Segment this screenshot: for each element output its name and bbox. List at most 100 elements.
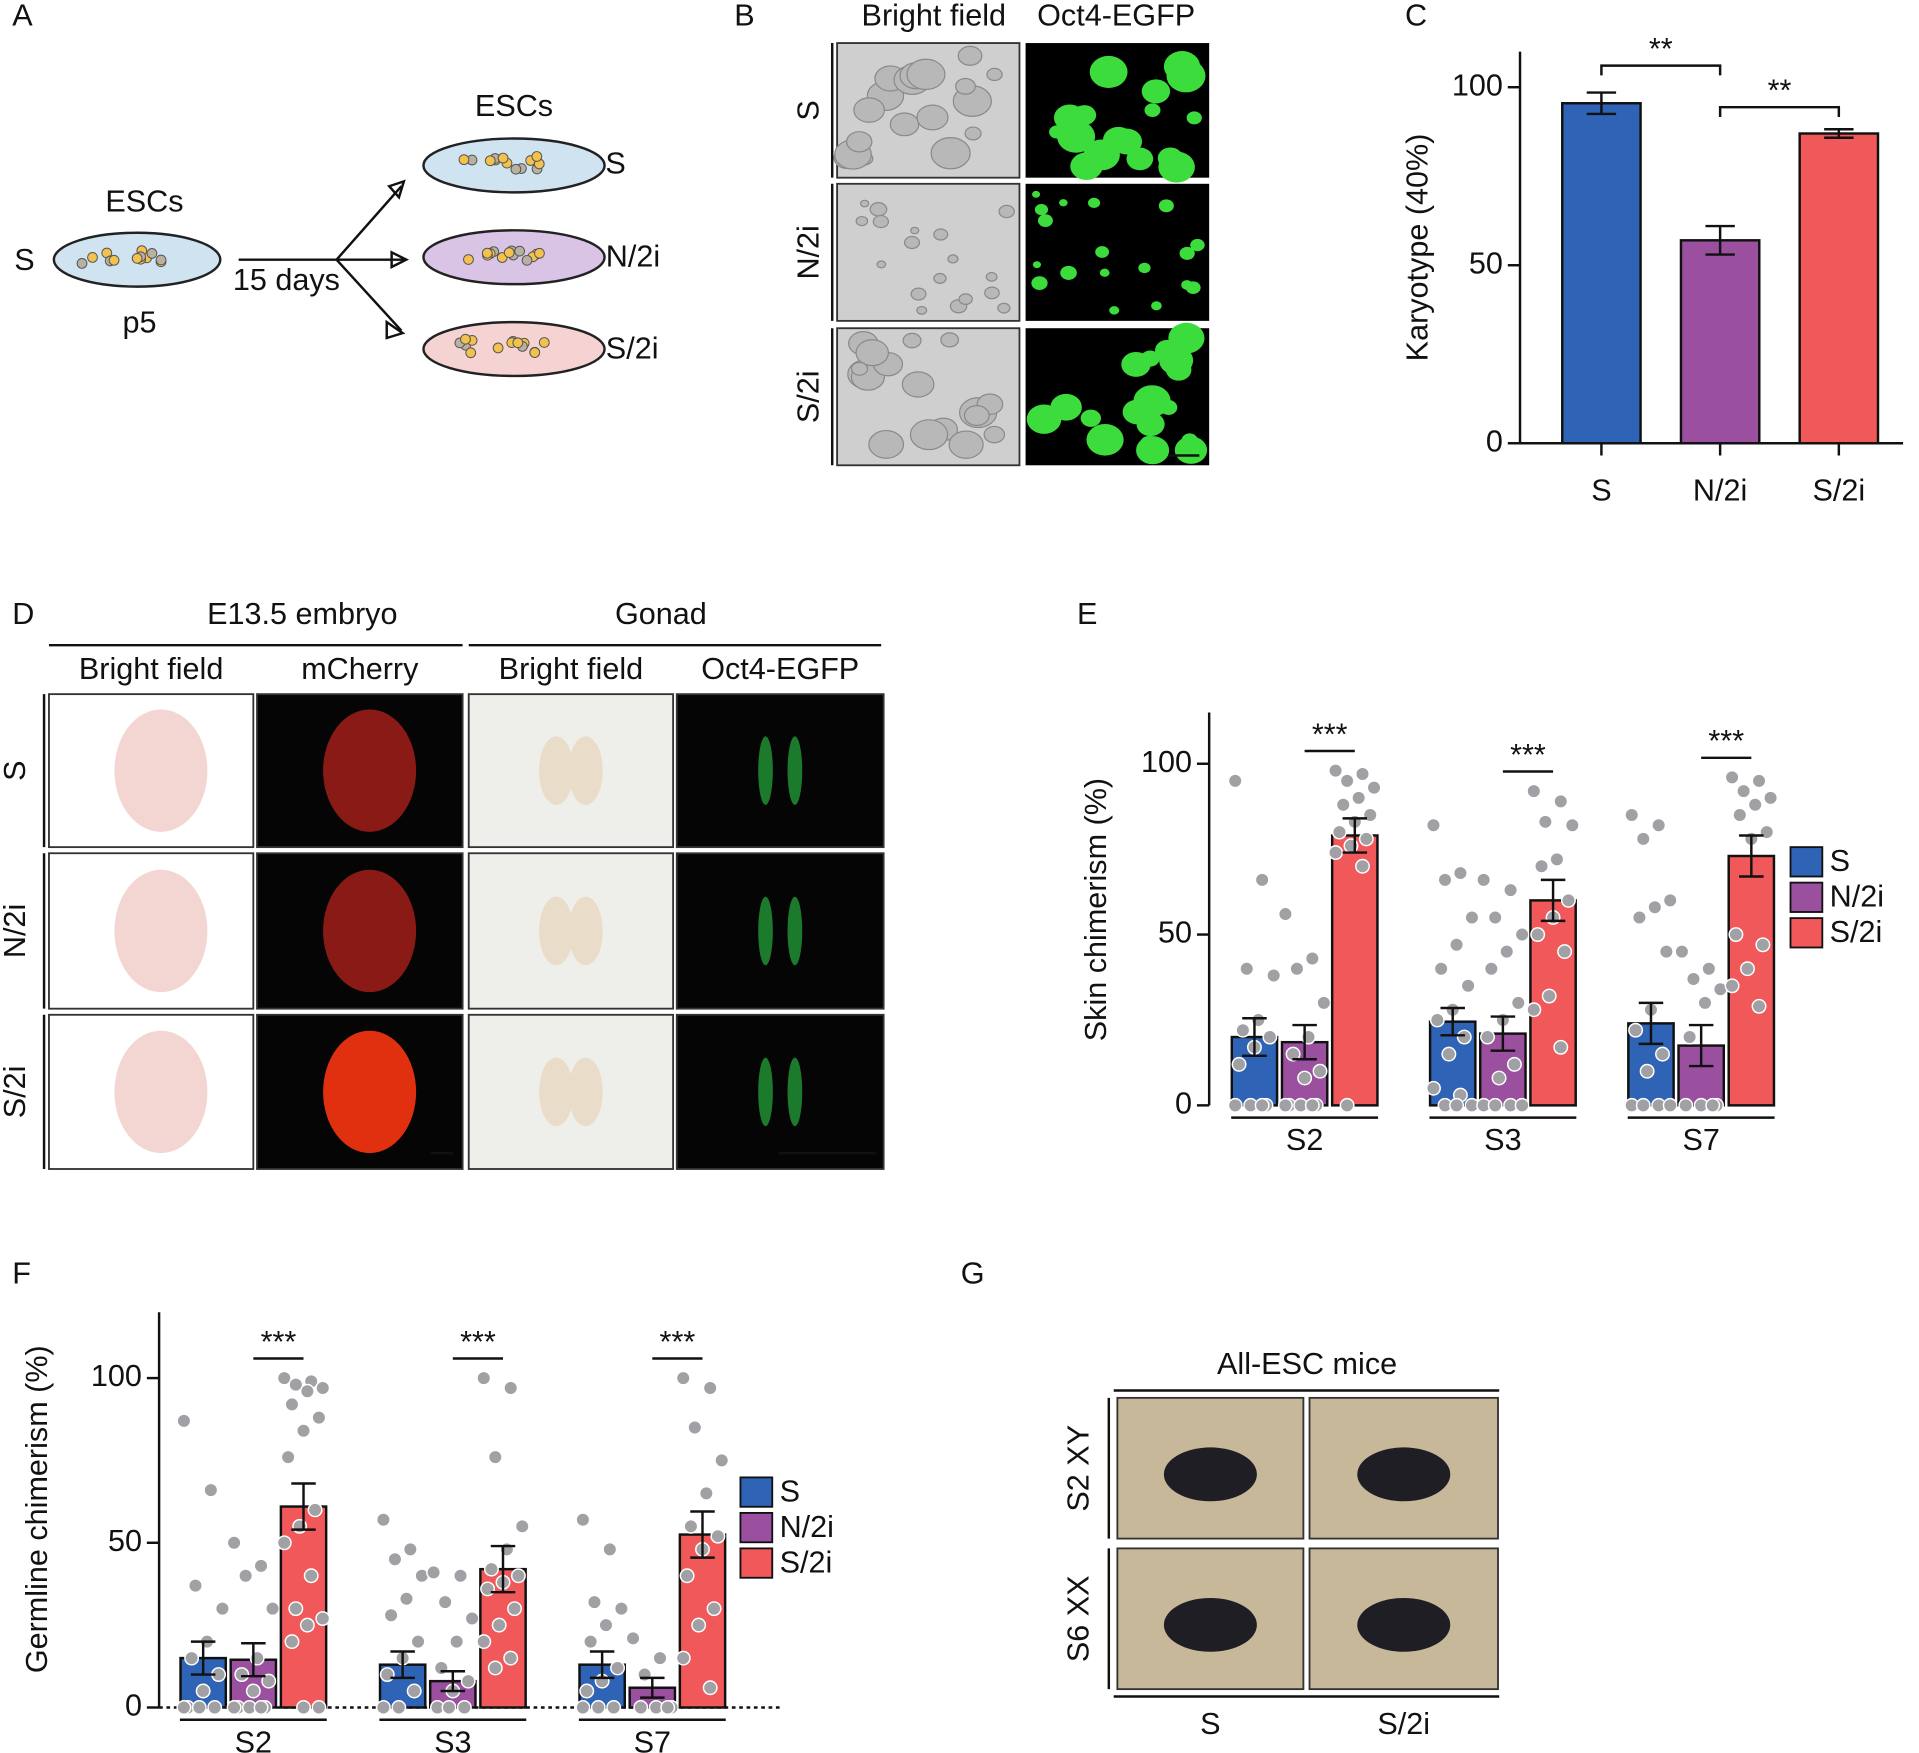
arrowhead: [385, 179, 410, 340]
gonad: [787, 736, 803, 805]
data-point: [1655, 1046, 1670, 1062]
data-point: [687, 1420, 703, 1435]
data-point: [487, 1449, 503, 1465]
gonad: [568, 736, 603, 805]
data-point: [1631, 910, 1647, 925]
mouse: [1163, 1597, 1257, 1652]
data-point: [406, 1683, 422, 1699]
data-point: [1304, 1097, 1320, 1113]
data-point: [276, 1535, 292, 1551]
data-point: [234, 1667, 250, 1683]
image: [675, 852, 885, 1010]
data-point: [1335, 797, 1351, 813]
data-point: [1316, 995, 1332, 1011]
data-point: [1235, 1022, 1251, 1038]
data-point: [675, 1370, 691, 1386]
error-bar: [1490, 1015, 1516, 1052]
colony: [1059, 199, 1068, 207]
cell: [514, 245, 526, 257]
mouse: [1357, 1597, 1451, 1652]
gonad: [758, 1057, 773, 1127]
colony: [984, 286, 1000, 300]
legend-swatch: [739, 1547, 774, 1579]
data-point: [579, 1683, 595, 1699]
data-point: [1487, 910, 1503, 925]
data-point: [311, 1700, 327, 1715]
data-point: [1254, 1097, 1270, 1113]
data-point: [1355, 858, 1370, 874]
cell: [503, 247, 515, 258]
colony: [859, 199, 870, 208]
colony: [855, 215, 869, 227]
legend-label: S: [1830, 844, 1850, 878]
data-point: [1628, 1022, 1644, 1038]
data-point: [1297, 1070, 1313, 1086]
colony: [997, 302, 1011, 314]
data-point: [660, 1700, 676, 1715]
data-point: [238, 1568, 254, 1584]
y-tick-label: 0: [1175, 1086, 1192, 1120]
data-point: [288, 1377, 304, 1393]
data-point: [613, 1601, 629, 1617]
data-point: [476, 1634, 492, 1650]
colony: [853, 97, 885, 123]
gonad: [539, 736, 574, 805]
data-point: [1366, 780, 1382, 796]
data-point: [245, 1683, 261, 1699]
cell: [76, 258, 88, 269]
colony: [901, 371, 935, 398]
legend-swatch: [1789, 881, 1824, 913]
x-tick-label: S2: [235, 1725, 272, 1753]
data-point: [1763, 790, 1779, 806]
data-point: [276, 1370, 292, 1386]
data-point: [214, 1601, 230, 1617]
data-point: [1557, 944, 1573, 960]
data-point: [1639, 1063, 1655, 1079]
data-point: [652, 1650, 668, 1666]
data-point: [586, 1594, 602, 1610]
data-point: [1541, 988, 1557, 1004]
data-point: [1514, 927, 1530, 943]
colony: [910, 226, 920, 235]
data-point: [460, 1673, 476, 1689]
data-point: [1351, 790, 1367, 806]
cell: [465, 347, 477, 359]
label: Gonad: [615, 597, 707, 631]
colony: [958, 293, 973, 306]
data-point: [1339, 773, 1355, 789]
data-point: [296, 1423, 311, 1439]
data-point: [1503, 882, 1519, 898]
image: [1025, 183, 1210, 321]
data-point: [691, 1617, 707, 1633]
label: Bright field: [79, 652, 223, 686]
colony: [1138, 262, 1151, 274]
data-point: [1662, 1097, 1678, 1113]
data-point: [280, 1449, 296, 1465]
data-point: [303, 1568, 319, 1584]
colony: [1070, 152, 1103, 181]
colony: [986, 67, 1003, 82]
data-point: [1553, 793, 1569, 809]
data-point: [1277, 1097, 1293, 1113]
colony: [1159, 345, 1194, 375]
embryo: [114, 869, 208, 993]
cell: [534, 247, 545, 259]
data-point: [1426, 817, 1441, 833]
data-point: [315, 1611, 331, 1627]
data-point: [683, 1518, 699, 1534]
legend-swatch: [739, 1511, 774, 1544]
error-bar: [1688, 1023, 1714, 1068]
embryo: [114, 1030, 208, 1154]
image: [1116, 1547, 1305, 1691]
colony: [1157, 147, 1183, 169]
label: S: [605, 147, 625, 181]
cell: [155, 254, 167, 266]
data-point: [625, 1630, 641, 1646]
data-point: [1227, 773, 1243, 789]
data-point: [1328, 845, 1344, 861]
colony: [1122, 399, 1152, 425]
data-point: [1705, 1097, 1721, 1113]
cell: [529, 347, 541, 358]
data-point: [702, 1380, 718, 1396]
embryo: [323, 709, 417, 832]
